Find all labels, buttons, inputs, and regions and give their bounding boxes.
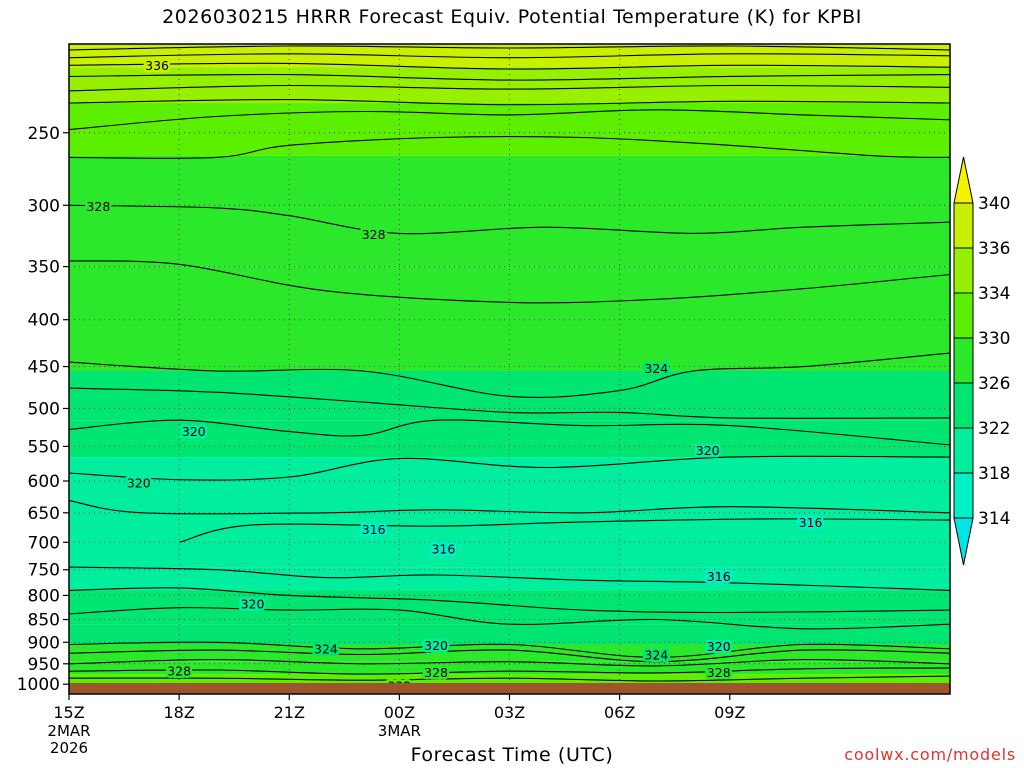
contour-label: 328	[424, 665, 448, 680]
x-tick-label: 06Z	[604, 703, 635, 722]
x-tick-label: 09Z	[714, 703, 745, 722]
contour-line	[69, 641, 950, 658]
y-tick-label: 450	[28, 358, 60, 378]
x-date-label: 3MAR	[377, 722, 421, 740]
contour-label: 320	[182, 424, 206, 439]
x-tick-label: 00Z	[384, 703, 415, 722]
colorbar-label: 334	[978, 284, 1010, 304]
contour-label: 316	[799, 515, 823, 530]
contour-label: 324	[644, 361, 668, 376]
shading-band	[69, 457, 950, 495]
contour-label: 320	[241, 596, 265, 611]
contour-label: 328	[86, 199, 110, 214]
contour-line	[69, 352, 950, 398]
contour-label: 324	[314, 641, 338, 656]
y-tick-label: 650	[28, 504, 60, 524]
contour-line	[69, 62, 950, 70]
shading-band	[69, 266, 950, 371]
y-tick-label: 250	[28, 124, 60, 144]
contour-line	[178, 518, 950, 543]
contour-line	[69, 587, 950, 614]
ground-surface	[69, 683, 950, 694]
contour-label: 320	[696, 443, 720, 458]
contour-label: 328	[362, 227, 386, 242]
x-tick-label: 21Z	[274, 703, 305, 722]
contour-line	[69, 84, 950, 92]
y-tick-label: 950	[28, 655, 60, 675]
shading-band	[69, 420, 950, 458]
contour-label: 320	[127, 475, 151, 490]
colorbar-segment	[953, 292, 974, 339]
colorbar-segment	[953, 247, 974, 294]
colorbar-extend-min	[953, 517, 974, 566]
contour-label: 328	[707, 665, 731, 680]
contour-line	[69, 675, 950, 682]
contour-line	[69, 649, 950, 663]
y-tick-label: 900	[28, 633, 60, 653]
y-tick-label: 350	[28, 258, 60, 278]
contour-line	[69, 204, 950, 235]
contour-line	[69, 260, 950, 304]
contour-line	[69, 499, 950, 515]
contour-line	[69, 455, 950, 481]
contour-label: 320	[424, 638, 448, 653]
shading-band	[69, 590, 950, 625]
colorbar-segment	[953, 337, 974, 384]
contour-line	[69, 667, 950, 675]
contour-label: 320	[707, 639, 731, 654]
colorbar-label: 322	[978, 419, 1010, 439]
x-tick-label: 03Z	[494, 703, 525, 722]
colorbar-label: 340	[978, 194, 1010, 214]
colorbar-label: 330	[978, 329, 1010, 349]
x-date-label: 2026	[49, 739, 89, 757]
y-tick-label: 600	[28, 472, 60, 492]
colorbar-segment	[953, 427, 974, 474]
contour-label: 336	[145, 58, 169, 73]
contour-label: 324	[644, 647, 668, 662]
colorbar-label: 318	[978, 464, 1010, 484]
contour-line	[69, 109, 950, 131]
contour-line	[69, 135, 950, 159]
colorbar-segment	[953, 472, 974, 519]
colorbar-segment	[953, 202, 974, 249]
contour-label: 316	[431, 542, 455, 557]
x-tick-label: 15Z	[53, 703, 84, 722]
y-tick-label: 750	[28, 561, 60, 581]
contour-line	[69, 419, 950, 446]
credit-link[interactable]: coolwx.com/models	[844, 745, 1016, 764]
colorbar-label: 314	[978, 509, 1010, 529]
chart-title: 2026030215 HRRR Forecast Equiv. Potentia…	[162, 6, 862, 28]
contour-line	[69, 73, 950, 81]
colorbar-label: 326	[978, 374, 1010, 394]
contour-line	[69, 566, 950, 591]
contour-line	[69, 387, 950, 419]
contour-label: 328	[167, 664, 191, 679]
contour-line	[69, 53, 950, 59]
y-tick-label: 800	[28, 586, 60, 606]
contour-line	[69, 659, 950, 667]
y-tick-label: 500	[28, 399, 60, 419]
y-tick-label: 1000	[17, 675, 60, 695]
contour-line	[69, 99, 950, 106]
contour-label: 316	[362, 522, 386, 537]
x-axis-title: Forecast Time (UTC)	[410, 744, 614, 766]
y-tick-label: 300	[28, 196, 60, 216]
shading-band	[69, 644, 950, 662]
contour-line	[69, 607, 950, 630]
contour-line	[69, 45, 950, 51]
x-date-label: 2MAR	[47, 722, 91, 740]
y-tick-label: 700	[28, 533, 60, 553]
shading-band	[69, 567, 950, 591]
contour-label: 316	[707, 569, 731, 584]
shading-band	[69, 67, 950, 104]
x-tick-label: 18Z	[163, 703, 194, 722]
colorbar-segment	[953, 382, 974, 429]
y-tick-label: 400	[28, 311, 60, 331]
colorbar-label: 336	[978, 239, 1010, 259]
y-tick-label: 850	[28, 611, 60, 631]
colorbar-extend-max	[953, 156, 974, 204]
y-tick-label: 550	[28, 437, 60, 457]
